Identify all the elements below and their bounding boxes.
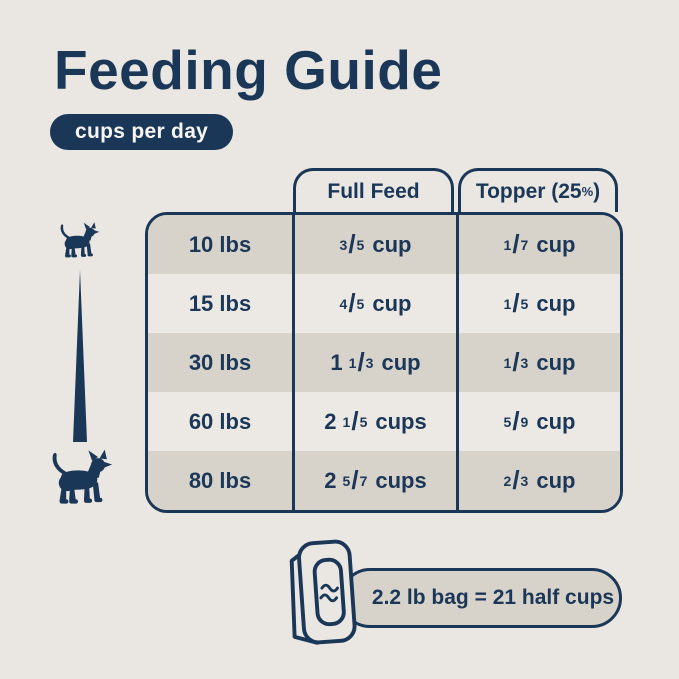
topper-cell: 1/3 cup [456,333,620,392]
fraction-numerator: 1 [342,413,351,430]
topper-cell: 2/3 cup [456,451,620,510]
unit-label: cup [536,349,576,375]
fraction-denominator: 5 [356,236,365,253]
full-feed-cell: 2 5/7 cups [292,451,456,510]
topper-cell: 1/5 cup [456,274,620,333]
fraction-numerator: 2 [503,472,512,489]
unit-label: cups [375,408,427,434]
fraction-numerator: 1 [348,354,357,371]
fraction-slash: / [348,229,356,259]
fraction-denominator: 9 [520,413,529,430]
unit-label: cup [536,467,576,493]
fraction-numerator: 1 [503,295,512,312]
fraction-numerator: 5 [342,472,351,489]
unit-label: cup [372,231,412,257]
fraction-numerator: 1 [503,354,512,371]
weight-cell: 80 lbs [188,467,252,493]
fraction-numerator: 1 [503,236,512,253]
topper-cell: 1/7 cup [456,215,620,274]
fraction-denominator: 3 [365,354,374,371]
unit-label: cup [536,231,576,257]
unit-label: cup [536,408,576,434]
fraction-whole: 2 [324,408,337,434]
size-scale-wedge-icon [73,270,87,442]
column-header-topper: Topper (25%) [458,168,618,212]
column-header-full-feed: Full Feed [293,168,454,212]
fraction-denominator: 7 [520,236,529,253]
fraction-numerator: 5 [503,413,512,430]
fraction-denominator: 3 [520,354,529,371]
large-dog-icon [44,449,118,508]
fraction-numerator: 3 [339,236,348,253]
fraction-numerator: 4 [339,295,348,312]
fraction-slash: / [512,465,520,495]
unit-label: cup [381,349,421,375]
full-feed-cell: 2 1/5 cups [292,392,456,451]
table-row-10lbs: 10 lbs 3/5 cup 1/7 cup [148,215,620,274]
cups-per-day-badge: cups per day [50,114,234,150]
table-row-60lbs: 60 lbs 2 1/5 cups 5/9 cup [148,392,620,451]
bag-yield-text: 2.2 lb bag = 21 half cups [371,586,615,609]
fraction-denominator: 5 [359,413,368,430]
fraction-denominator: 5 [520,295,529,312]
full-feed-cell: 3/5 cup [292,215,456,274]
fraction-slash: / [512,288,520,318]
table-row-15lbs: 15 lbs 4/5 cup 1/5 cup [148,274,620,333]
fraction-denominator: 3 [520,472,529,489]
weight-cell: 10 lbs [188,231,252,257]
small-dog-icon [55,222,103,260]
full-feed-cell: 4/5 cup [292,274,456,333]
weight-cell: 60 lbs [188,408,252,434]
fraction-denominator: 5 [356,295,365,312]
fraction-whole: 1 [330,349,343,375]
fraction-whole: 2 [324,467,337,493]
weight-cell: 15 lbs [188,290,252,316]
fraction-slash: / [512,229,520,259]
bag-yield-note: 2.2 lb bag = 21 half cups [340,568,622,628]
full-feed-label: Full Feed [327,179,420,203]
unit-label: cup [372,290,412,316]
topper-percent: % [581,184,594,199]
unit-label: cup [536,290,576,316]
fraction-slash: / [348,288,356,318]
fraction-slash: / [351,465,359,495]
food-bag-icon [289,539,357,645]
table-row-80lbs: 80 lbs 2 5/7 cups 2/3 cup [148,451,620,510]
fraction-slash: / [357,347,365,377]
topper-cell: 5/9 cup [456,392,620,451]
table-row-30lbs: 30 lbs 1 1/3 cup 1/3 cup [148,333,620,392]
unit-label: cups [375,467,427,493]
topper-label: Topper (25 [475,179,582,203]
fraction-slash: / [512,406,520,436]
fraction-slash: / [351,406,359,436]
fraction-slash: / [512,347,520,377]
topper-label-close: ) [593,179,601,203]
weight-cell: 30 lbs [188,349,252,375]
feeding-table: 10 lbs 3/5 cup 1/7 cup 15 lbs 4/5 cup 1/5 cu… [145,212,623,513]
full-feed-cell: 1 1/3 cup [292,333,456,392]
fraction-denominator: 7 [359,472,368,489]
page-title: Feeding Guide [54,39,443,101]
